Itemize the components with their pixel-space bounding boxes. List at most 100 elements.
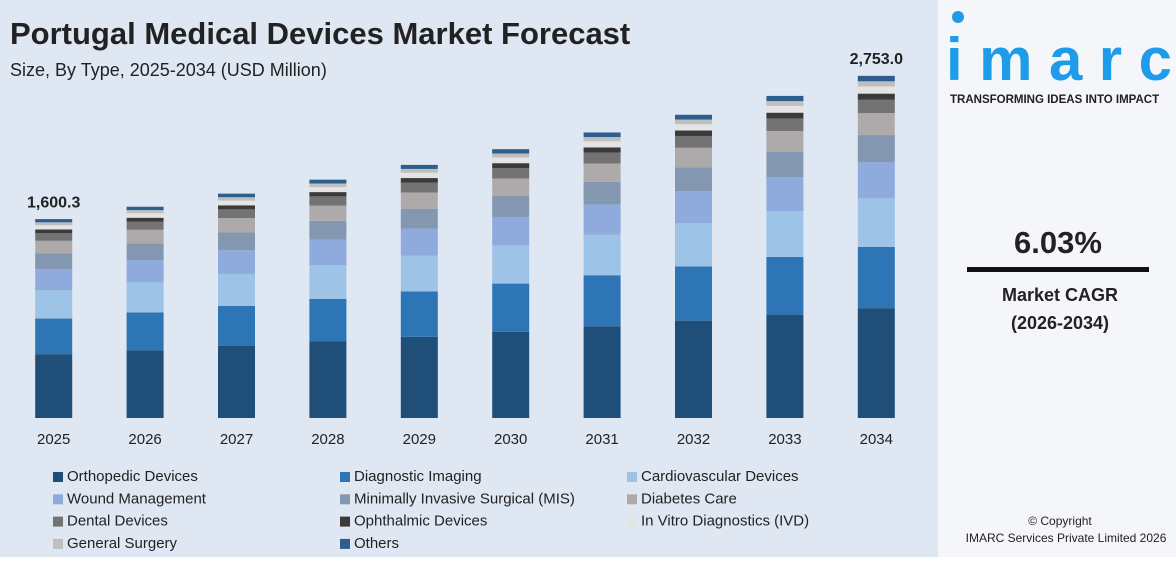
x-tick-label: 2028 <box>311 431 344 448</box>
bar-segment <box>675 167 712 192</box>
bar-segment <box>583 181 621 205</box>
bar-segment <box>675 135 712 148</box>
bar-segment <box>126 229 164 244</box>
bar-segment <box>218 209 255 219</box>
bar-segment <box>35 219 73 223</box>
bar-segment <box>35 225 73 230</box>
bar-segment <box>218 273 255 306</box>
x-tick-label: 2031 <box>585 431 618 448</box>
x-tick-label: 2025 <box>37 431 70 448</box>
company: IMARC Services Private Limited 2026 <box>966 531 1167 545</box>
bar-segment <box>309 265 347 299</box>
legend-swatch <box>340 494 350 505</box>
bar-segment <box>35 229 73 234</box>
bar-segment <box>35 269 73 291</box>
bar-segment <box>766 256 804 315</box>
bar-segment <box>492 153 530 158</box>
bar-segment <box>583 326 621 418</box>
bar-segment <box>126 243 164 260</box>
bar-segment <box>400 168 438 173</box>
bar-segment <box>857 81 895 87</box>
legend-swatch <box>627 472 637 482</box>
bar-segment <box>583 234 621 276</box>
bar-segment <box>857 75 895 82</box>
legend-label: Diabetes Care <box>641 490 737 507</box>
bar-segment <box>492 178 530 196</box>
bar-segment <box>583 137 621 142</box>
legend-swatch <box>53 494 63 505</box>
legend-swatch <box>627 494 637 505</box>
tagline: TRANSFORMING IDEAS INTO IMPACT <box>950 94 1159 106</box>
bar-segment <box>492 331 530 418</box>
bar-segment <box>492 163 530 168</box>
bar-segment <box>583 147 621 153</box>
bar-segment <box>126 213 164 218</box>
bar-segment <box>492 283 530 332</box>
bar-segment <box>675 147 712 168</box>
bar-segment <box>400 182 438 193</box>
bar-segment <box>126 221 164 230</box>
bar-segment <box>675 130 712 136</box>
bar-segment <box>400 164 438 169</box>
bar-segment <box>766 101 804 106</box>
bar-segment <box>35 222 73 226</box>
bar-segment <box>309 192 347 197</box>
logo-dot <box>952 11 964 23</box>
legend-label: Dental Devices <box>67 513 168 530</box>
bar-segment <box>126 312 164 351</box>
bar-segment <box>218 205 255 210</box>
x-tick-label: 2032 <box>677 431 710 448</box>
bar-segment <box>400 228 438 256</box>
cagr-label: Market CAGR <box>1002 285 1118 305</box>
bar-segment <box>857 113 895 136</box>
bar-segment <box>675 223 712 267</box>
sidebar-background <box>938 0 1176 557</box>
bar-segment <box>583 141 621 148</box>
bar-segment <box>857 99 895 114</box>
legend-swatch <box>340 538 350 549</box>
bar-segment <box>309 183 347 188</box>
bar-segment <box>675 124 712 131</box>
legend-label: Wound Management <box>67 490 207 507</box>
bar-segment <box>309 179 347 184</box>
legend-label: General Surgery <box>67 535 178 552</box>
bar-segment <box>492 167 530 179</box>
total-label: 1,600.3 <box>27 194 80 211</box>
bar-segment <box>400 291 438 337</box>
bar-segment <box>766 95 804 102</box>
legend-label: Cardiovascular Devices <box>641 468 799 485</box>
chart-title: Portugal Medical Devices Market Forecast <box>10 16 630 51</box>
bar-segment <box>583 152 621 164</box>
bar-segment <box>492 195 530 217</box>
legend-swatch <box>53 516 63 527</box>
cagr-period: (2026-2034) <box>1011 313 1109 333</box>
bar-segment <box>583 132 621 138</box>
bar-segment <box>126 206 164 211</box>
bar-segment <box>400 255 438 292</box>
bar-segment <box>857 135 895 163</box>
bar-segment <box>309 220 347 240</box>
bar-segment <box>126 282 164 313</box>
bar-segment <box>218 345 255 418</box>
legend-label: Ophthalmic Devices <box>354 513 487 530</box>
bar-segment <box>218 232 255 251</box>
bar-segment <box>35 233 73 241</box>
legend-label: In Vitro Diagnostics (IVD) <box>641 513 809 530</box>
bar-segment <box>35 253 73 270</box>
bar-segment <box>766 314 804 418</box>
bar-segment <box>35 318 73 355</box>
legend-label: Orthopedic Devices <box>67 468 198 485</box>
bar-segment <box>766 177 804 212</box>
bar-segment <box>400 192 438 209</box>
legend-swatch <box>53 538 63 549</box>
bar-segment <box>492 245 530 284</box>
bar-segment <box>675 320 712 418</box>
cagr-value: 6.03% <box>1014 225 1102 260</box>
bar-segment <box>126 210 164 214</box>
bar-segment <box>583 204 621 235</box>
bar-segment <box>857 246 895 309</box>
bar-segment <box>126 350 164 418</box>
legend-swatch <box>340 472 350 482</box>
bar-segment <box>583 275 621 327</box>
